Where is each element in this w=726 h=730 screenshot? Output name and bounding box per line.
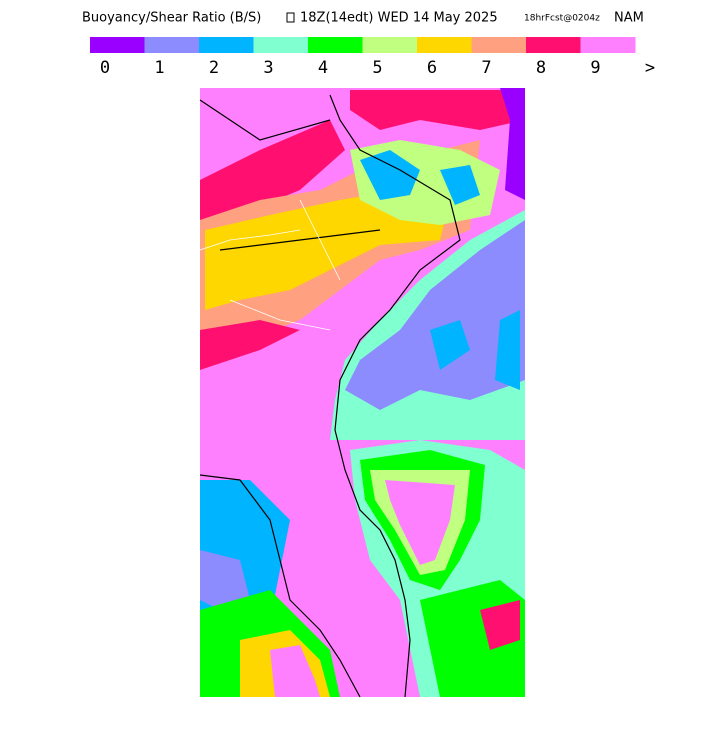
field	[200, 550, 250, 610]
colorbar-label: 6	[427, 58, 437, 78]
header: Buoyancy/Shear Ratio (B/S) 18Z(14edt) WE…	[82, 11, 644, 26]
color-swatch	[362, 37, 418, 53]
color-swatch	[580, 37, 636, 53]
colorbar-label: 7	[481, 58, 491, 78]
colorbar-label: 3	[263, 58, 273, 78]
field	[500, 88, 525, 200]
field	[345, 220, 525, 410]
colorbar-label: 9	[590, 58, 600, 78]
colorbar-label: 0	[100, 58, 110, 78]
field	[270, 645, 320, 697]
colorbar-label: 1	[154, 58, 164, 78]
colorbar-label: 4	[318, 58, 328, 78]
colorbar-label: >	[645, 58, 655, 78]
colorbar: 0 1 2 3 4 5 6 7 8 9 >	[90, 37, 655, 78]
color-swatch	[90, 37, 145, 53]
field	[480, 600, 520, 650]
forecast: 18hrFcst@0204z	[524, 14, 600, 24]
map	[199, 88, 525, 698]
color-swatch	[199, 37, 254, 53]
state-border	[199, 199, 341, 331]
color-swatch	[144, 37, 200, 53]
field	[205, 190, 450, 310]
color-swatch	[308, 37, 363, 53]
title: Buoyancy/Shear Ratio (B/S)	[82, 11, 261, 26]
field	[350, 90, 525, 130]
field	[385, 480, 455, 565]
field	[360, 150, 480, 205]
colorbar-label: 2	[209, 58, 219, 78]
color-swatch	[526, 37, 581, 53]
colorbar-label: 8	[536, 58, 546, 78]
coastline	[199, 94, 461, 698]
colorbar-label: 5	[372, 58, 382, 78]
field	[200, 320, 300, 370]
color-swatch	[417, 37, 472, 53]
model: NAM	[614, 11, 644, 26]
color-swatch	[471, 37, 527, 53]
field	[430, 310, 520, 390]
valid-time: 18Z(14edt) WED 14 May 2025	[300, 11, 498, 26]
color-swatch	[253, 37, 309, 53]
glyph	[286, 12, 295, 23]
